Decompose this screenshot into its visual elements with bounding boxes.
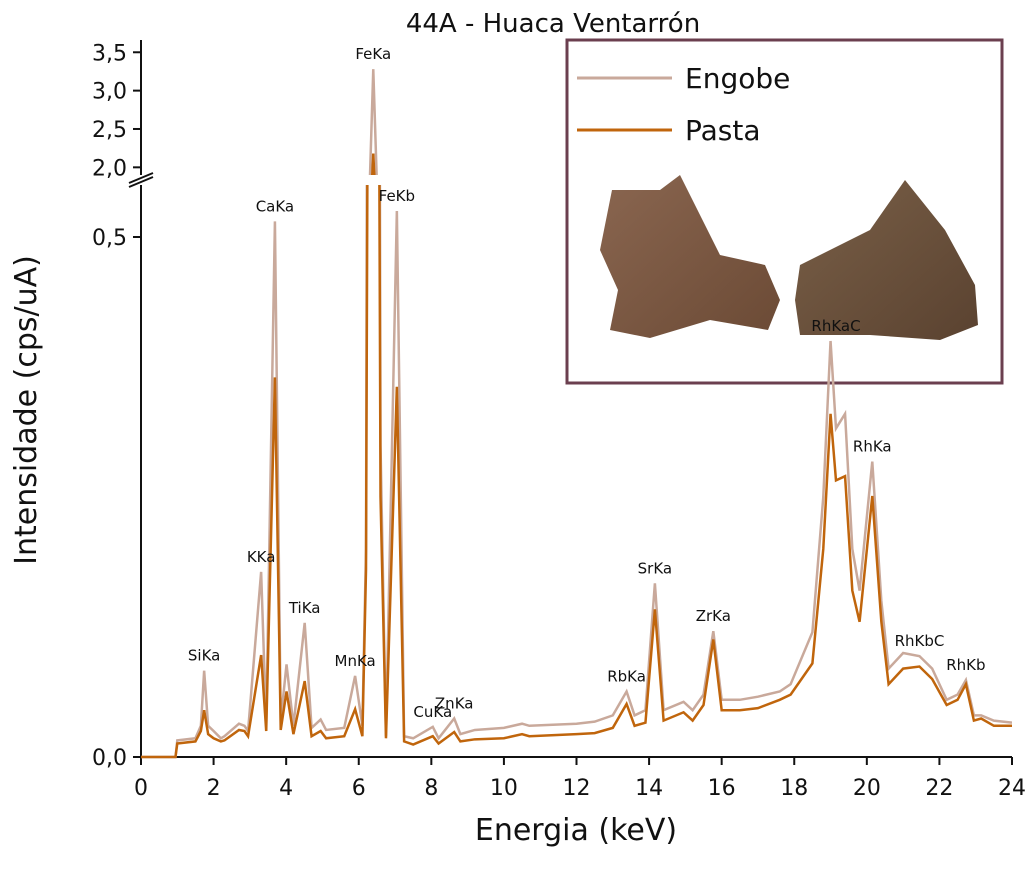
x-tick-label: 4 — [279, 776, 293, 801]
x-axis-label: Energia (keV) — [475, 813, 677, 848]
series-line — [141, 185, 1012, 759]
y-axis-label: Intensidade (cps/uA) — [9, 255, 44, 565]
y-tick-label: 2,0 — [92, 156, 127, 181]
peak-label: SiKa — [188, 647, 220, 665]
peak-label: ZrKa — [696, 607, 731, 625]
x-tick-label: 14 — [635, 776, 663, 801]
peak-label: RhKa — [853, 438, 892, 456]
peak-label: RbKa — [607, 667, 646, 685]
peak-label: FeKb — [379, 187, 415, 205]
peak-label: RhKbC — [895, 632, 945, 650]
x-tick-label: 0 — [134, 776, 148, 801]
x-tick-label: 22 — [925, 776, 953, 801]
peak-label: KKa — [247, 548, 276, 566]
sherd-photo — [600, 175, 780, 338]
sherd-photo — [795, 180, 978, 340]
axis-break — [128, 172, 154, 184]
x-tick-label: 10 — [490, 776, 518, 801]
x-tick-label: 18 — [780, 776, 808, 801]
peak-label: MnKa — [335, 652, 376, 670]
y-tick-label: 3,5 — [92, 41, 127, 66]
peak-label: CaKa — [256, 197, 294, 215]
x-tick-label: 20 — [853, 776, 881, 801]
x-tick-label: 8 — [424, 776, 438, 801]
peak-label: CuKa — [413, 703, 452, 721]
series-line — [141, 185, 1012, 759]
peak-label: RhKb — [946, 656, 985, 674]
y-tick-label: 3,0 — [92, 80, 127, 105]
x-tick-label: 2 — [207, 776, 221, 801]
y-tick-label: 0,0 — [92, 746, 127, 771]
peak-label: TiKa — [288, 599, 321, 617]
peak-label: SrKa — [638, 559, 672, 577]
chart-title: 44A - Huaca Ventarrón — [406, 9, 700, 39]
y-tick-label: 0,5 — [92, 226, 127, 251]
legend-label: Engobe — [685, 62, 790, 95]
peak-label: FeKa — [355, 45, 391, 63]
peak-label: RhKaC — [811, 317, 860, 335]
legend: Engobe Pasta — [565, 38, 1004, 385]
legend-label: Pasta — [685, 114, 761, 147]
x-tick-label: 12 — [563, 776, 591, 801]
x-tick-label: 6 — [352, 776, 366, 801]
x-tick-label: 24 — [998, 776, 1026, 801]
x-tick-label: 16 — [708, 776, 736, 801]
axis-break — [128, 176, 154, 188]
peak-label: ZnKa — [435, 695, 474, 713]
y-tick-label: 2,5 — [92, 118, 127, 143]
